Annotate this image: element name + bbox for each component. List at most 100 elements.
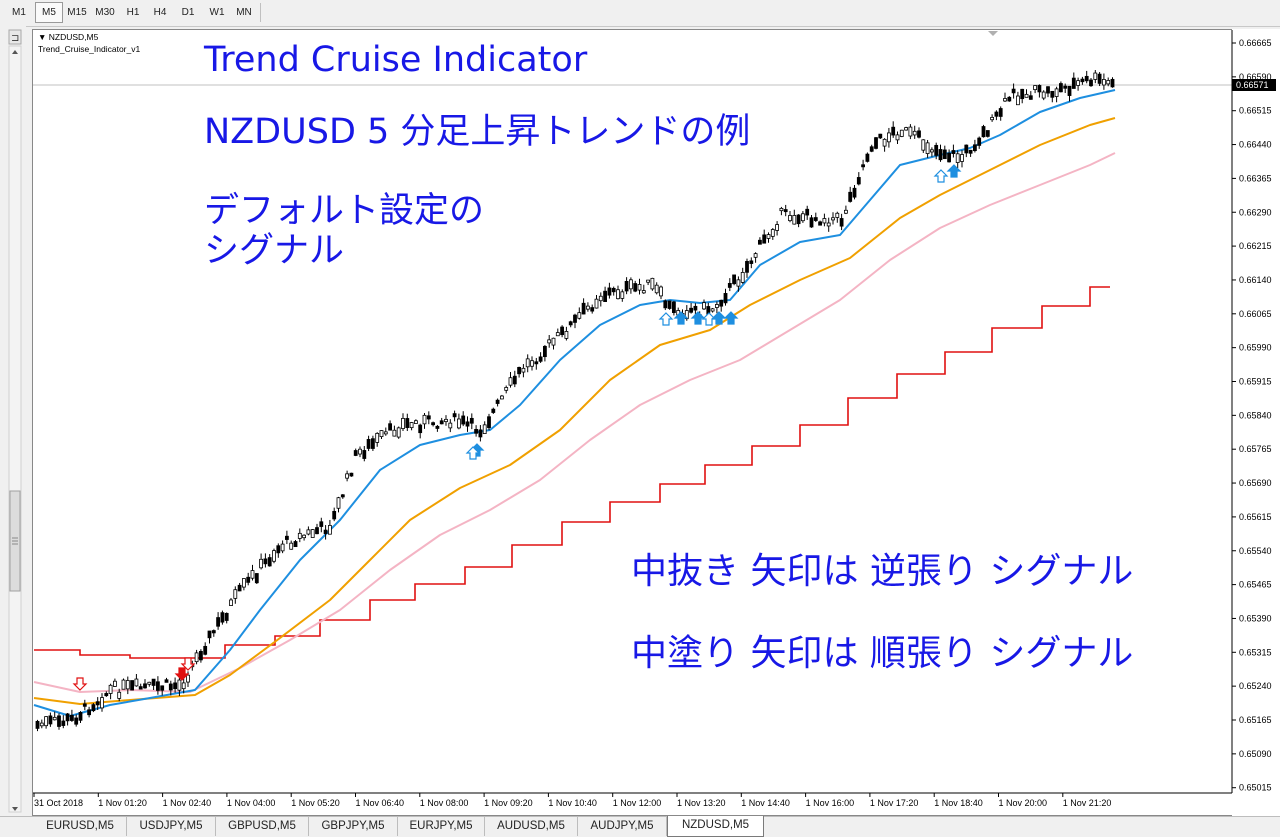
- buy-filled-arrow-icon: [690, 311, 706, 325]
- candle-body: [732, 274, 736, 285]
- candle-body: [487, 416, 491, 429]
- time-tick-label: 1 Nov 12:00: [613, 798, 662, 808]
- candle-body: [444, 418, 448, 423]
- candle-body: [555, 332, 560, 337]
- price-tick-label: 0.65915: [1239, 377, 1272, 387]
- candle-body: [1024, 93, 1029, 98]
- annotation-filled-arrows: 中塗り 矢印は 順張り シグナル: [631, 633, 1134, 674]
- candle-body: [1011, 88, 1016, 94]
- timeframe-button-m15[interactable]: M15: [67, 7, 87, 18]
- time-tick-label: 1 Nov 01:20: [98, 798, 147, 808]
- tab-audjpy[interactable]: AUDJPY,M5: [578, 817, 667, 836]
- candle-body: [740, 272, 745, 283]
- fast-ma-line: [33, 89, 1116, 717]
- tab-usdjpy[interactable]: USDJPY,M5: [127, 817, 216, 836]
- price-tick-label: 0.65015: [1239, 783, 1272, 793]
- candle-body: [349, 472, 354, 477]
- candle-body: [702, 302, 706, 310]
- candle-body: [177, 679, 182, 691]
- candle-body: [693, 305, 698, 311]
- tab-nzdusd[interactable]: NZDUSD,M5: [667, 816, 764, 837]
- candle-body: [547, 339, 552, 344]
- tab-audusd[interactable]: AUDUSD,M5: [485, 817, 578, 836]
- candle-body: [809, 217, 814, 228]
- candle-body: [641, 290, 646, 294]
- buy-filled-arrow-icon: [723, 311, 739, 325]
- candle-body: [788, 215, 792, 222]
- timeframe-button-m5[interactable]: M5: [35, 2, 63, 23]
- candle-body: [1110, 78, 1115, 88]
- candle-body: [921, 139, 926, 151]
- price-tick-label: 0.65165: [1239, 715, 1272, 725]
- candle-body: [405, 418, 410, 428]
- chart-area[interactable]: [32, 29, 1267, 816]
- candle-body: [353, 450, 358, 456]
- price-tick-label: 0.65840: [1239, 410, 1272, 420]
- candle-body: [577, 312, 582, 319]
- price-tick-label: 0.66290: [1239, 207, 1272, 217]
- candle-body: [912, 130, 917, 136]
- candle-body: [887, 132, 891, 143]
- candle-body: [254, 573, 259, 584]
- timeframe-button-w1[interactable]: W1: [209, 7, 225, 18]
- annotation-default-line1: デフォルト設定の: [204, 191, 485, 231]
- candle-body: [1063, 85, 1068, 89]
- candle-body: [766, 234, 771, 239]
- candle-body: [835, 212, 840, 218]
- timeframe-button-mn[interactable]: MN: [236, 7, 252, 18]
- time-tick-label: 1 Nov 09:20: [484, 798, 533, 808]
- candle-body: [1003, 98, 1007, 102]
- candle-body: [388, 423, 393, 431]
- timeframe-button-h4[interactable]: H4: [153, 7, 167, 18]
- timeframe-button-h1[interactable]: H1: [126, 7, 140, 18]
- candle-body: [538, 356, 543, 362]
- timeframe-button-m1[interactable]: M1: [12, 7, 26, 18]
- buy-hollow-arrow-icon: [658, 312, 674, 326]
- candle-body: [770, 229, 775, 237]
- candle-body: [964, 144, 969, 154]
- candle-body: [237, 584, 242, 592]
- price-tick-label: 0.66140: [1239, 275, 1272, 285]
- vertical-scrollbar[interactable]: ⊐: [0, 26, 26, 816]
- candle-body: [491, 408, 496, 413]
- svg-text:⊐: ⊐: [11, 33, 19, 44]
- tab-gbpusd[interactable]: GBPUSD,M5: [216, 817, 309, 836]
- candle-body: [52, 716, 57, 721]
- left-panel: ⊐: [0, 26, 26, 816]
- tab-eurusd[interactable]: EURUSD,M5: [34, 817, 127, 836]
- candle-body: [710, 308, 715, 312]
- candle-body: [904, 127, 908, 131]
- candle-body: [203, 645, 208, 655]
- candle-body: [272, 550, 276, 562]
- timeframe-button-m30[interactable]: M30: [95, 7, 115, 18]
- candle-body: [727, 282, 732, 288]
- time-tick-label: 1 Nov 05:20: [291, 798, 340, 808]
- candle-body: [125, 680, 130, 690]
- price-tick-label: 0.65390: [1239, 613, 1272, 623]
- candle-body: [435, 425, 440, 429]
- candle-body: [874, 137, 878, 149]
- tab-eurjpy[interactable]: EURJPY,M5: [398, 817, 485, 836]
- candle-body: [869, 146, 874, 152]
- candle-body: [220, 612, 225, 623]
- candle-body: [100, 697, 104, 709]
- timeframe-button-d1[interactable]: D1: [181, 7, 195, 18]
- time-tick-label: 31 Oct 2018: [34, 798, 83, 808]
- candle-body: [947, 152, 951, 163]
- candle-body: [560, 326, 564, 336]
- candle-body: [168, 683, 173, 691]
- candle-body: [306, 529, 311, 535]
- candle-body: [65, 713, 70, 722]
- candle-body: [35, 720, 40, 729]
- candle-body: [667, 300, 672, 309]
- candle-body: [839, 218, 844, 227]
- candle-body: [504, 387, 509, 391]
- candle-body: [955, 153, 960, 163]
- candle-body: [715, 304, 719, 308]
- price-tick-label: 0.65090: [1239, 749, 1272, 759]
- current-price-box: [1232, 79, 1276, 91]
- time-tick-label: 1 Nov 13:20: [677, 798, 726, 808]
- candle-body: [654, 284, 659, 294]
- tab-gbpjpy[interactable]: GBPJPY,M5: [309, 817, 398, 836]
- candle-body: [1020, 88, 1025, 100]
